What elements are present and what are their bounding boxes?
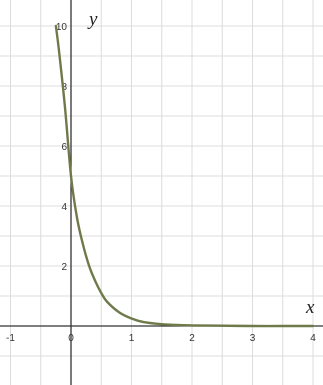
x-tick-label: 3 xyxy=(250,333,256,344)
tick-labels: -1 0 1 2 3 4 2 4 6 8 10 xyxy=(6,22,316,344)
y-axis-label: y xyxy=(87,9,98,30)
y-tick-label: 4 xyxy=(61,202,67,213)
x-tick-label: -1 xyxy=(6,333,15,344)
curves xyxy=(54,24,315,328)
x-tick-label: 2 xyxy=(189,333,195,344)
x-tick-label: 1 xyxy=(129,333,135,344)
y-tick-label: 8 xyxy=(61,82,67,93)
x-tick-label: 0 xyxy=(68,333,74,344)
x-axis-label: x xyxy=(305,297,315,318)
y-tick-label: 10 xyxy=(56,22,68,33)
function-curve xyxy=(54,24,315,328)
y-tick-label: 6 xyxy=(61,142,67,153)
y-tick-label: 2 xyxy=(61,262,67,273)
x-tick-label: 4 xyxy=(310,333,316,344)
